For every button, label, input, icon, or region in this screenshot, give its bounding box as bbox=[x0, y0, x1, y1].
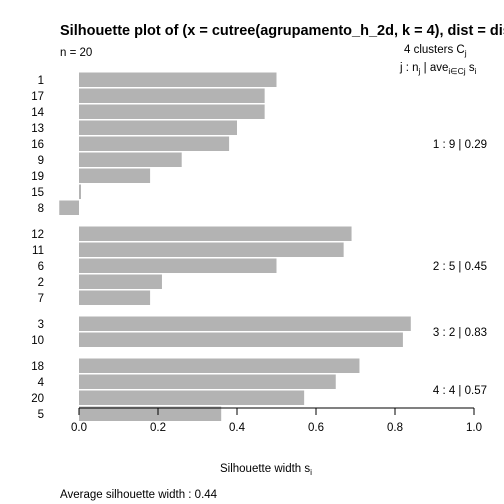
row-label: 6 bbox=[38, 261, 44, 273]
silhouette-bar bbox=[79, 72, 277, 87]
clusters-header-sub: j bbox=[464, 48, 467, 58]
row-labels-group: 1 17 14 13 16 9 19 15 8 12 11 6 2 7 3 10 18 4 20 5 bbox=[31, 75, 44, 421]
row-label: 13 bbox=[31, 123, 44, 135]
cluster-label: 1 : 9 | 0.29 bbox=[433, 139, 487, 151]
x-tick-label: 0.4 bbox=[229, 422, 246, 434]
row-label: 16 bbox=[31, 139, 44, 151]
silhouette-bar bbox=[79, 358, 360, 373]
chart-title: Silhouette plot of (x = cutree(agrupamen… bbox=[60, 23, 504, 39]
silhouette-bar bbox=[79, 332, 403, 347]
silhouette-bar bbox=[79, 152, 182, 167]
row-label: 10 bbox=[31, 335, 44, 347]
x-axis-label-sub: i bbox=[310, 467, 312, 477]
cluster-labels-group: 1 : 9 | 0.29 2 : 5 | 0.45 3 : 2 | 0.83 4 : … bbox=[433, 139, 487, 397]
x-axis: 0.0 0.2 0.4 0.6 0.8 1.0 bbox=[71, 407, 482, 434]
row-label: 17 bbox=[31, 91, 44, 103]
row-label: 19 bbox=[31, 171, 44, 183]
row-label: 4 bbox=[38, 377, 45, 389]
row-label: 2 bbox=[38, 277, 44, 289]
row-label: 14 bbox=[31, 107, 44, 119]
x-tick-label: 0.8 bbox=[387, 422, 403, 434]
silhouette-bar bbox=[79, 290, 151, 305]
cluster-label: 4 : 4 | 0.57 bbox=[433, 385, 487, 397]
silhouette-bar bbox=[79, 226, 352, 241]
row-label: 18 bbox=[31, 361, 44, 373]
silhouette-bar bbox=[79, 374, 336, 389]
legend-header-j: j : n bbox=[399, 62, 419, 74]
row-label: 11 bbox=[32, 245, 44, 257]
silhouette-bar bbox=[79, 406, 222, 421]
bars-group bbox=[59, 72, 411, 421]
cluster-label: 2 : 5 | 0.45 bbox=[433, 261, 487, 273]
x-tick-label: 0.6 bbox=[308, 422, 324, 434]
x-tick-label: 1.0 bbox=[466, 422, 482, 434]
silhouette-bar bbox=[79, 88, 265, 103]
silhouette-bar bbox=[79, 316, 411, 331]
x-axis-label: Silhouette width si bbox=[220, 463, 312, 477]
legend-header-nj-sub: j bbox=[418, 66, 421, 76]
row-label: 1 bbox=[38, 75, 44, 87]
n-label: n = 20 bbox=[60, 47, 92, 59]
legend-header-s: s bbox=[466, 62, 475, 74]
row-label: 7 bbox=[38, 293, 44, 305]
silhouette-bar bbox=[79, 390, 305, 405]
silhouette-bar bbox=[59, 200, 79, 215]
row-label: 9 bbox=[38, 155, 44, 167]
silhouette-bar bbox=[79, 136, 230, 151]
x-tick-label: 0.2 bbox=[150, 422, 166, 434]
x-tick-label: 0.0 bbox=[71, 422, 87, 434]
cluster-label: 3 : 2 | 0.83 bbox=[433, 327, 487, 339]
silhouette-bar bbox=[79, 184, 81, 199]
row-label: 12 bbox=[31, 229, 44, 241]
clusters-header-text: 4 clusters C bbox=[404, 44, 465, 56]
silhouette-bar bbox=[79, 104, 265, 119]
row-label: 5 bbox=[38, 409, 44, 421]
legend-header: j : nj | avei∈Cj si bbox=[399, 62, 477, 76]
clusters-header: 4 clusters Cj bbox=[404, 44, 467, 58]
silhouette-bar bbox=[79, 274, 162, 289]
row-label: 3 bbox=[38, 319, 44, 331]
legend-header-s-sub: i bbox=[475, 66, 477, 76]
silhouette-bar bbox=[79, 242, 344, 257]
row-label: 8 bbox=[38, 203, 44, 215]
silhouette-bar bbox=[79, 258, 277, 273]
row-label: 15 bbox=[31, 187, 44, 199]
silhouette-bar bbox=[79, 168, 151, 183]
legend-header-ave: | ave bbox=[420, 62, 448, 74]
silhouette-bar bbox=[79, 120, 237, 135]
average-silhouette-width: Average silhouette width : 0.44 bbox=[60, 489, 218, 501]
legend-header-ave-sub: i∈Cj bbox=[448, 66, 465, 76]
row-label: 20 bbox=[31, 393, 44, 405]
x-axis-label-text: Silhouette width s bbox=[220, 463, 310, 475]
